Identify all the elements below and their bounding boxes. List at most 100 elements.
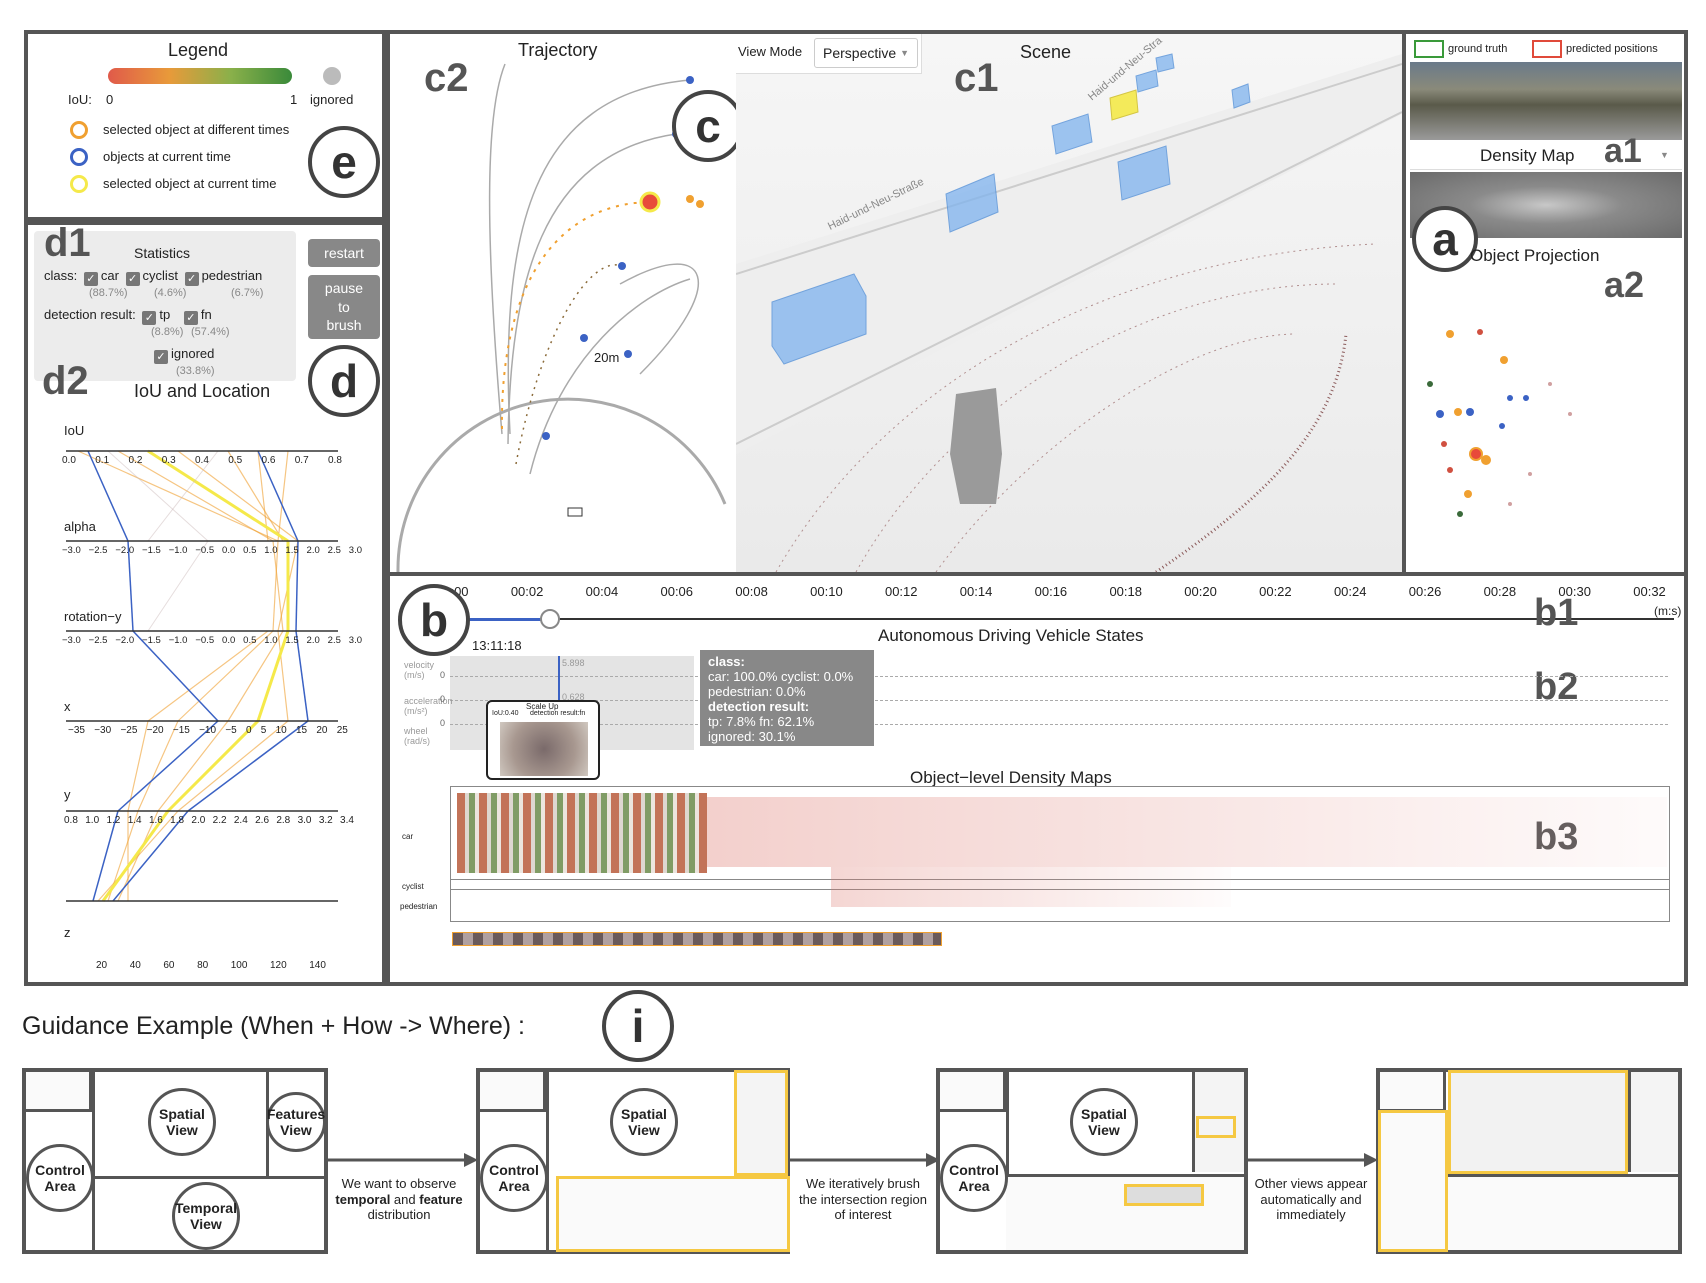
- zero-wheel: 0: [440, 718, 446, 728]
- zero-accel: 0: [440, 694, 446, 704]
- dashed-line-accel: [450, 700, 1668, 701]
- cyclist-divider: [451, 879, 1669, 880]
- spatial-view-circle: Spatial View: [148, 1088, 216, 1156]
- time-slider-handle[interactable]: [540, 609, 560, 629]
- scene-road: [736, 53, 1402, 572]
- velocity-value: 5.898: [562, 658, 585, 668]
- wheel-unit: (rad/s): [404, 736, 431, 746]
- legend-item-3: selected object at current time: [103, 176, 277, 191]
- iou-max: 1: [290, 92, 298, 107]
- features-area-4: [1628, 1072, 1678, 1172]
- density-map-select[interactable]: [1410, 142, 1682, 170]
- acceleration-label: acceleration: [404, 696, 453, 706]
- statistics-title: Statistics: [134, 245, 191, 261]
- restart-button[interactable]: restart: [308, 239, 380, 267]
- timeline-axis: 00:0000:0200:0400:0600:0800:1000:1200:14…: [436, 584, 1666, 599]
- tooltip-class-line1: car: 100.0% cyclist: 0.0%: [708, 669, 854, 684]
- ignored-swatch: [323, 67, 341, 85]
- accel-value: 0.628: [562, 692, 585, 702]
- statistics-tooltip: class: car: 100.0% cyclist: 0.0% pedestr…: [700, 650, 874, 746]
- axis-rotation-ticks: −3.0 −2.5 −2.0 −1.5 −1.0 −0.5 0.0 0.5 1.0 1.5 2.0 2…: [62, 635, 362, 646]
- tp-pct: (8.8%): [151, 326, 184, 338]
- ignored-checkbox[interactable]: ✓: [154, 350, 168, 364]
- guidance-title: Guidance Example (When + How -> Where) :: [22, 1012, 525, 1040]
- current-time-label: 13:11:18: [472, 638, 522, 653]
- predicted-label: predicted positions: [1566, 43, 1658, 55]
- axis-alpha-ticks: −3.0 −2.5 −2.0 −1.5 −1.0 −0.5 0.0 0.5 1.0 1.5 2.0 2…: [62, 545, 362, 556]
- mini-divider-2: [546, 1072, 549, 1250]
- pause-line2: to: [338, 298, 350, 315]
- time-unit: (m:s): [1654, 604, 1682, 618]
- control-highlight-4: [1378, 1110, 1448, 1252]
- fn-pct: (57.4%): [191, 326, 230, 338]
- axis-iou-ticks: 0.0 0.1 0.2 0.3 0.4 0.5 0.6 0.7 0.8: [62, 455, 342, 466]
- parallel-coordinates-plot[interactable]: [28, 395, 382, 985]
- fn-checkbox[interactable]: ✓: [183, 311, 198, 325]
- control-area-circle-2: Control Area: [480, 1144, 548, 1212]
- pcp-lines: [77, 449, 309, 902]
- control-panel: d1 Statistics class: ✓ car ✓ cyclist ✓ pede…: [24, 221, 386, 986]
- spatial-highlight-4: [1448, 1070, 1628, 1174]
- density-maps-area[interactable]: [450, 786, 1670, 922]
- brush-highlight-temporal: [1124, 1184, 1204, 1206]
- gt-icon: [1414, 40, 1444, 58]
- control-area-circle-3: Control Area: [940, 1144, 1008, 1212]
- pedestrian-checkbox[interactable]: ✓: [184, 272, 199, 286]
- axis-y-name: y: [64, 787, 71, 802]
- scene-view[interactable]: View Mode Perspective ▼ Scene c1 Haid-un…: [736, 34, 1402, 572]
- wheel-label: wheel: [404, 726, 428, 736]
- spatial-view-circle-3: Spatial View: [1070, 1088, 1138, 1156]
- control-area-circle: Control Area: [26, 1144, 94, 1212]
- fn-label: fn: [200, 307, 212, 322]
- tp-checkbox[interactable]: ✓: [142, 311, 157, 325]
- trajectory-plot: [396, 63, 727, 572]
- selected-object-strip[interactable]: [452, 932, 942, 946]
- tooltip-class-label: class:: [708, 654, 745, 669]
- trajectory-view[interactable]: Trajectory c2 20m c: [390, 34, 744, 572]
- cyclist-pct: (4.6%): [154, 287, 187, 299]
- cyclist-checkbox[interactable]: ✓: [125, 272, 140, 286]
- guidance-layout-1: Spatial View Features View Control Area Tem…: [22, 1068, 328, 1254]
- detection-label: detection result:: [44, 307, 136, 322]
- guidance-layout-2: Spatial View Control Area: [476, 1068, 790, 1254]
- class-row: class: ✓ car ✓ cyclist ✓ pedestrian: [44, 268, 262, 286]
- time-slider-progress: [454, 618, 544, 621]
- pause-to-brush-button[interactable]: pause to brush: [308, 275, 380, 339]
- step3-text: Other views appear automatically and imm…: [1254, 1176, 1368, 1223]
- acceleration-unit: (m/s²): [404, 706, 428, 716]
- temporal-view-panel: 00:0000:0200:0400:0600:0800:1000:1200:14…: [386, 572, 1688, 986]
- marker-b1: b1: [1534, 592, 1579, 634]
- dashed-line-wheel: [450, 724, 1668, 725]
- dashed-line-velocity: [450, 676, 1668, 677]
- marker-a1: a1: [1604, 132, 1642, 170]
- ignored-result-label: ignored: [171, 346, 215, 361]
- time-slider-track[interactable]: [454, 618, 1674, 620]
- chevron-down-icon: ▼: [1660, 150, 1669, 160]
- brush-highlight-features: [1196, 1116, 1236, 1138]
- velocity-unit: (m/s): [404, 670, 425, 680]
- marker-i: i: [602, 990, 674, 1062]
- legend-panel: Legend IoU: 0 1 ignored selected object …: [24, 30, 386, 221]
- temporal-area-4: [1448, 1174, 1678, 1250]
- axis-iou-name: IoU: [64, 423, 85, 438]
- iou-color-scale: [108, 68, 292, 84]
- car-checkbox[interactable]: ✓: [83, 272, 98, 286]
- mini-legend-2: [480, 1072, 546, 1112]
- object-projection-plot[interactable]: [1410, 274, 1682, 572]
- axis-z-ticks: 20 40 60 80 100 120 140: [96, 960, 326, 971]
- tooltip-result-line1: tp: 7.8% fn: 62.1%: [708, 714, 815, 729]
- marker-a2: a2: [1604, 264, 1645, 305]
- pedestrian-label: pedestrian: [201, 268, 263, 283]
- zero-velocity: 0: [440, 670, 446, 680]
- arrow-icon-3: [1248, 1153, 1378, 1167]
- scale-up-result: detection result:fn: [530, 710, 586, 717]
- pedestrian-divider: [451, 889, 1669, 890]
- orange-ring-icon: [70, 121, 88, 139]
- trajectory-title: Trajectory: [518, 40, 598, 60]
- pedestrian-density-fade: [831, 867, 1231, 907]
- legend-item-1: selected object at different times: [103, 122, 290, 137]
- view-mode-select[interactable]: Perspective ▼: [814, 38, 918, 68]
- spatial-view-circle-2: Spatial View: [610, 1088, 678, 1156]
- scale-up-iou: IoU:0.40: [492, 710, 519, 717]
- axis-x-ticks: −35 −30 −25 −20 −15 −10 −5 0 5 10 15 20 25: [68, 725, 348, 736]
